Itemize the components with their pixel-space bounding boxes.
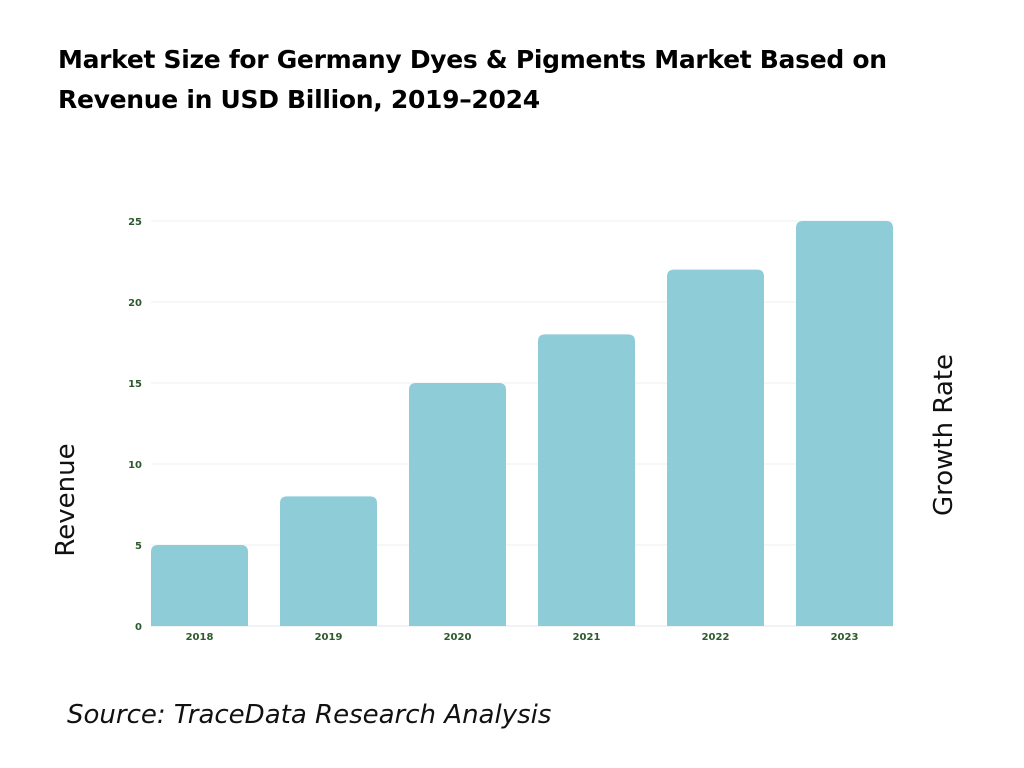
x-tick-label: 2019 (315, 632, 343, 643)
x-tick-label: 2020 (444, 632, 472, 643)
y-tick-label: 20 (128, 298, 142, 309)
source-note: Source: TraceData Research Analysis (67, 700, 552, 730)
bar-2023 (796, 221, 893, 626)
x-tick-label: 2018 (186, 632, 214, 643)
y-tick-label: 25 (128, 217, 142, 228)
bar-2021 (538, 334, 635, 626)
y-tick-label: 0 (135, 622, 142, 633)
bar-2022 (667, 269, 764, 626)
bar-2020 (409, 383, 506, 626)
y-tick-label: 5 (135, 541, 142, 552)
y-tick-label: 10 (128, 460, 142, 471)
chart-title: Market Size for Germany Dyes & Pigments … (58, 45, 887, 114)
bar-2018 (151, 545, 248, 626)
y-tick-label: 15 (128, 379, 142, 390)
bar-2019 (280, 496, 377, 626)
x-tick-label: 2023 (831, 632, 859, 643)
x-tick-label: 2021 (573, 632, 601, 643)
x-tick-label: 2022 (702, 632, 730, 643)
